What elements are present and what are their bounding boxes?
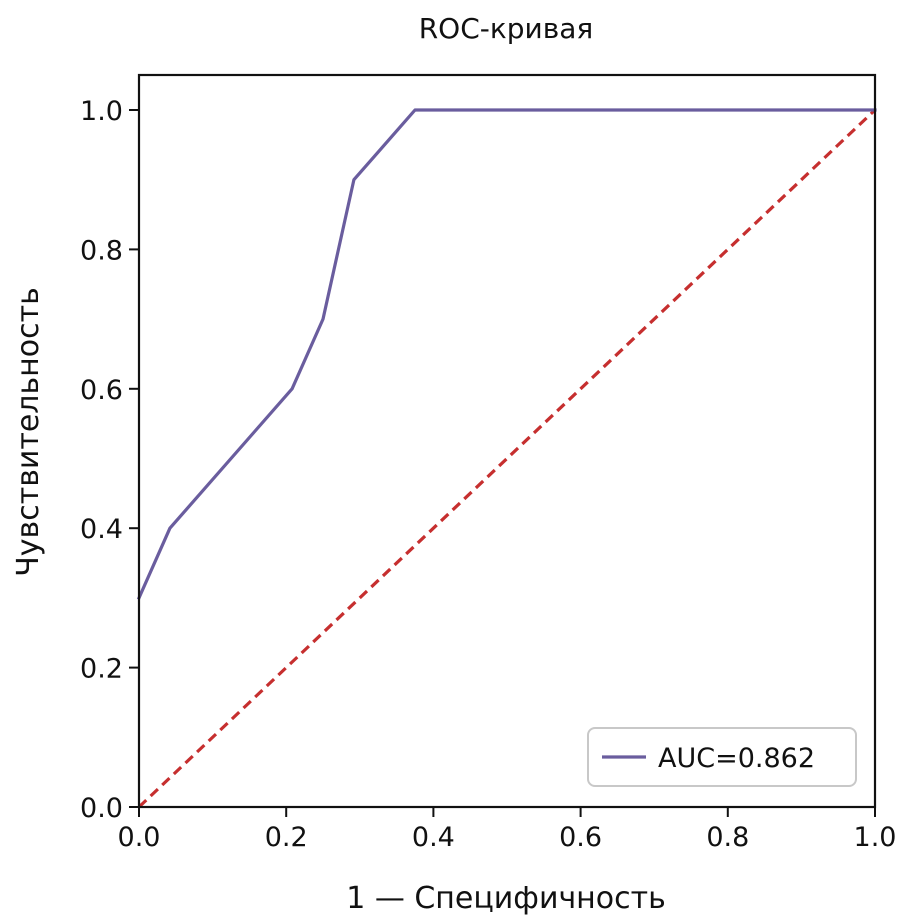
x-tick-label-3: 0.6 [559, 822, 602, 853]
legend-box [587, 727, 857, 787]
x-tick-label-0: 0.0 [118, 822, 161, 853]
y-tick-label-0: 0.0 [80, 793, 123, 824]
y-tick-label-5: 1.0 [80, 96, 123, 127]
chart-title: ROC-кривая [419, 12, 594, 45]
y-tick-label-3: 0.6 [80, 375, 123, 406]
y-tick-label-4: 0.8 [80, 235, 123, 266]
legend-label-0: AUC=0.862 [658, 743, 815, 774]
x-tick-label-5: 1.0 [854, 822, 897, 853]
y-axis-label: Чувствительность [11, 287, 46, 577]
y-tick-label-2: 0.4 [80, 514, 123, 545]
reference-diagonal-line [137, 108, 877, 809]
plot-frame [137, 73, 877, 809]
plot-area: 0.0 0.2 0.4 0.6 0.8 1.0 0.0 0.2 0.4 0.6 0.8 1.0 [80, 73, 897, 853]
x-tick-label-4: 0.8 [706, 822, 749, 853]
x-tick-label-1: 0.2 [265, 822, 308, 853]
roc-series-line-0 [136, 108, 877, 601]
legend: AUC=0.862 [587, 727, 857, 787]
y-tick-label-1: 0.2 [80, 654, 123, 685]
x-axis-label: 1 — Специфичность [346, 881, 666, 916]
x-tick-label-2: 0.4 [412, 822, 455, 853]
